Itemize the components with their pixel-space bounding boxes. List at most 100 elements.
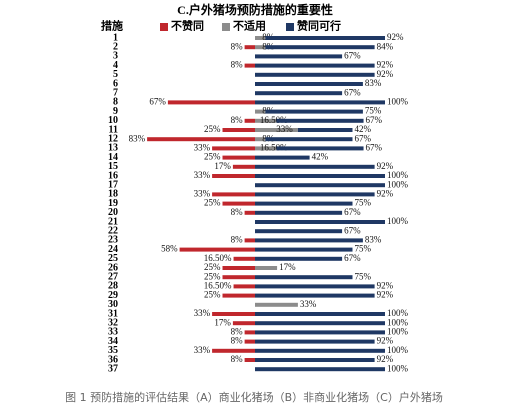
y-tick-label: 10 [108,115,118,126]
y-tick-label: 18 [108,189,118,200]
bar-disagree [212,174,255,178]
value-label: 100% [387,216,409,226]
bar-agree [255,91,343,96]
value-label: 67% [344,87,361,97]
bar-agree [255,72,375,77]
legend-label: 不适用 [233,19,266,33]
value-label: 33% [194,345,211,355]
bar-agree [265,109,363,114]
bar-agree [255,100,385,105]
value-label: 75% [355,271,372,281]
bar-not-applicable [255,118,277,123]
y-tick-label: 27 [108,271,118,282]
bar-not-applicable [255,266,278,270]
value-label: 83% [129,133,146,143]
value-label: 8% [231,41,244,51]
bar-agree [255,358,375,362]
bar-disagree [232,321,255,326]
y-tick-label: 25 [108,253,118,264]
bar-disagree [244,45,255,50]
value-label: 8% [231,336,244,346]
bar-agree [255,63,375,68]
value-label: 67% [344,207,361,217]
legend-label: 赞同可行 [296,19,341,33]
bar-agree [255,54,343,59]
bar-agree [255,183,385,188]
y-tick-label: 37 [108,363,118,374]
value-label: 83% [365,78,382,88]
value-label: 100% [387,179,409,189]
value-label: 16.50% [260,115,288,125]
y-tick-label: 19 [108,198,118,209]
value-label: 8% [231,207,244,217]
y-tick-label: 35 [108,345,118,356]
value-label: 100% [387,326,409,336]
bar-agree [255,174,385,178]
bar-agree [276,118,364,123]
value-label: 75% [355,198,372,208]
value-label: 67% [344,50,361,60]
bar-agree [297,128,353,132]
y-tick-label: 3 [113,51,118,62]
value-label: 33% [194,142,211,152]
bar-disagree [233,284,255,289]
y-tick-label: 29 [108,290,118,301]
y-tick-label: 22 [108,225,118,236]
bar-agree [255,348,385,353]
value-label: 67% [355,133,372,143]
bar-agree [255,210,343,215]
y-tick-label: 26 [108,262,118,273]
y-tick-label: 8 [113,97,118,108]
caption: 图 1 预防措施的评估结果（A）商业化猪场（B）非商业化猪场（C）户外猪场 [65,390,443,404]
y-tick-label: 20 [108,207,118,218]
bar-disagree [232,164,255,169]
y-tick-label: 15 [108,161,118,172]
y-tick-label: 28 [108,281,118,292]
value-label: 33% [300,299,317,309]
y-tick-label: 5 [113,69,118,80]
value-label: 67% [366,115,383,125]
bar-disagree [244,210,255,215]
bar-disagree [222,128,255,132]
y-tick-label: 13 [108,143,118,154]
y-tick-label: 17 [108,179,118,190]
bar-agree [255,275,353,280]
bar-agree [255,238,363,243]
value-label: 67% [149,96,166,106]
value-label: 25% [204,124,221,134]
bar-agree [255,284,375,289]
bar-disagree [233,256,255,261]
value-label: 92% [377,69,394,79]
bar-disagree [222,275,255,280]
value-label: 33% [194,188,211,198]
value-label: 100% [387,363,409,373]
value-label: 33% [194,308,211,318]
value-label: 25% [204,290,221,300]
value-label: 25% [204,152,221,162]
y-tick-label: 4 [113,60,118,71]
value-label: 42% [312,152,329,162]
bar-disagree [222,293,255,298]
value-label: 16.50% [204,280,232,290]
y-tick-label: 32 [108,317,118,328]
y-tick-label: 12 [108,133,118,144]
value-label: 8% [231,234,244,244]
bar-disagree [222,155,255,160]
bar-agree [255,220,385,224]
bar-disagree [212,146,255,151]
bar-disagree [244,339,255,344]
value-label: 58% [161,244,178,254]
value-label: 100% [387,170,409,180]
value-label: 100% [387,308,409,318]
y-tick-label: 21 [108,216,118,227]
bar-agree [265,137,353,142]
value-label: 25% [204,262,221,272]
bar-agree [265,36,385,40]
bar-disagree [212,348,255,353]
legend-swatch [160,23,168,31]
value-label: 67% [344,253,361,263]
bar-not-applicable [255,45,266,50]
y-tick-label: 11 [109,124,118,135]
bar-agree [255,201,353,206]
y-tick-label: 9 [113,106,118,117]
